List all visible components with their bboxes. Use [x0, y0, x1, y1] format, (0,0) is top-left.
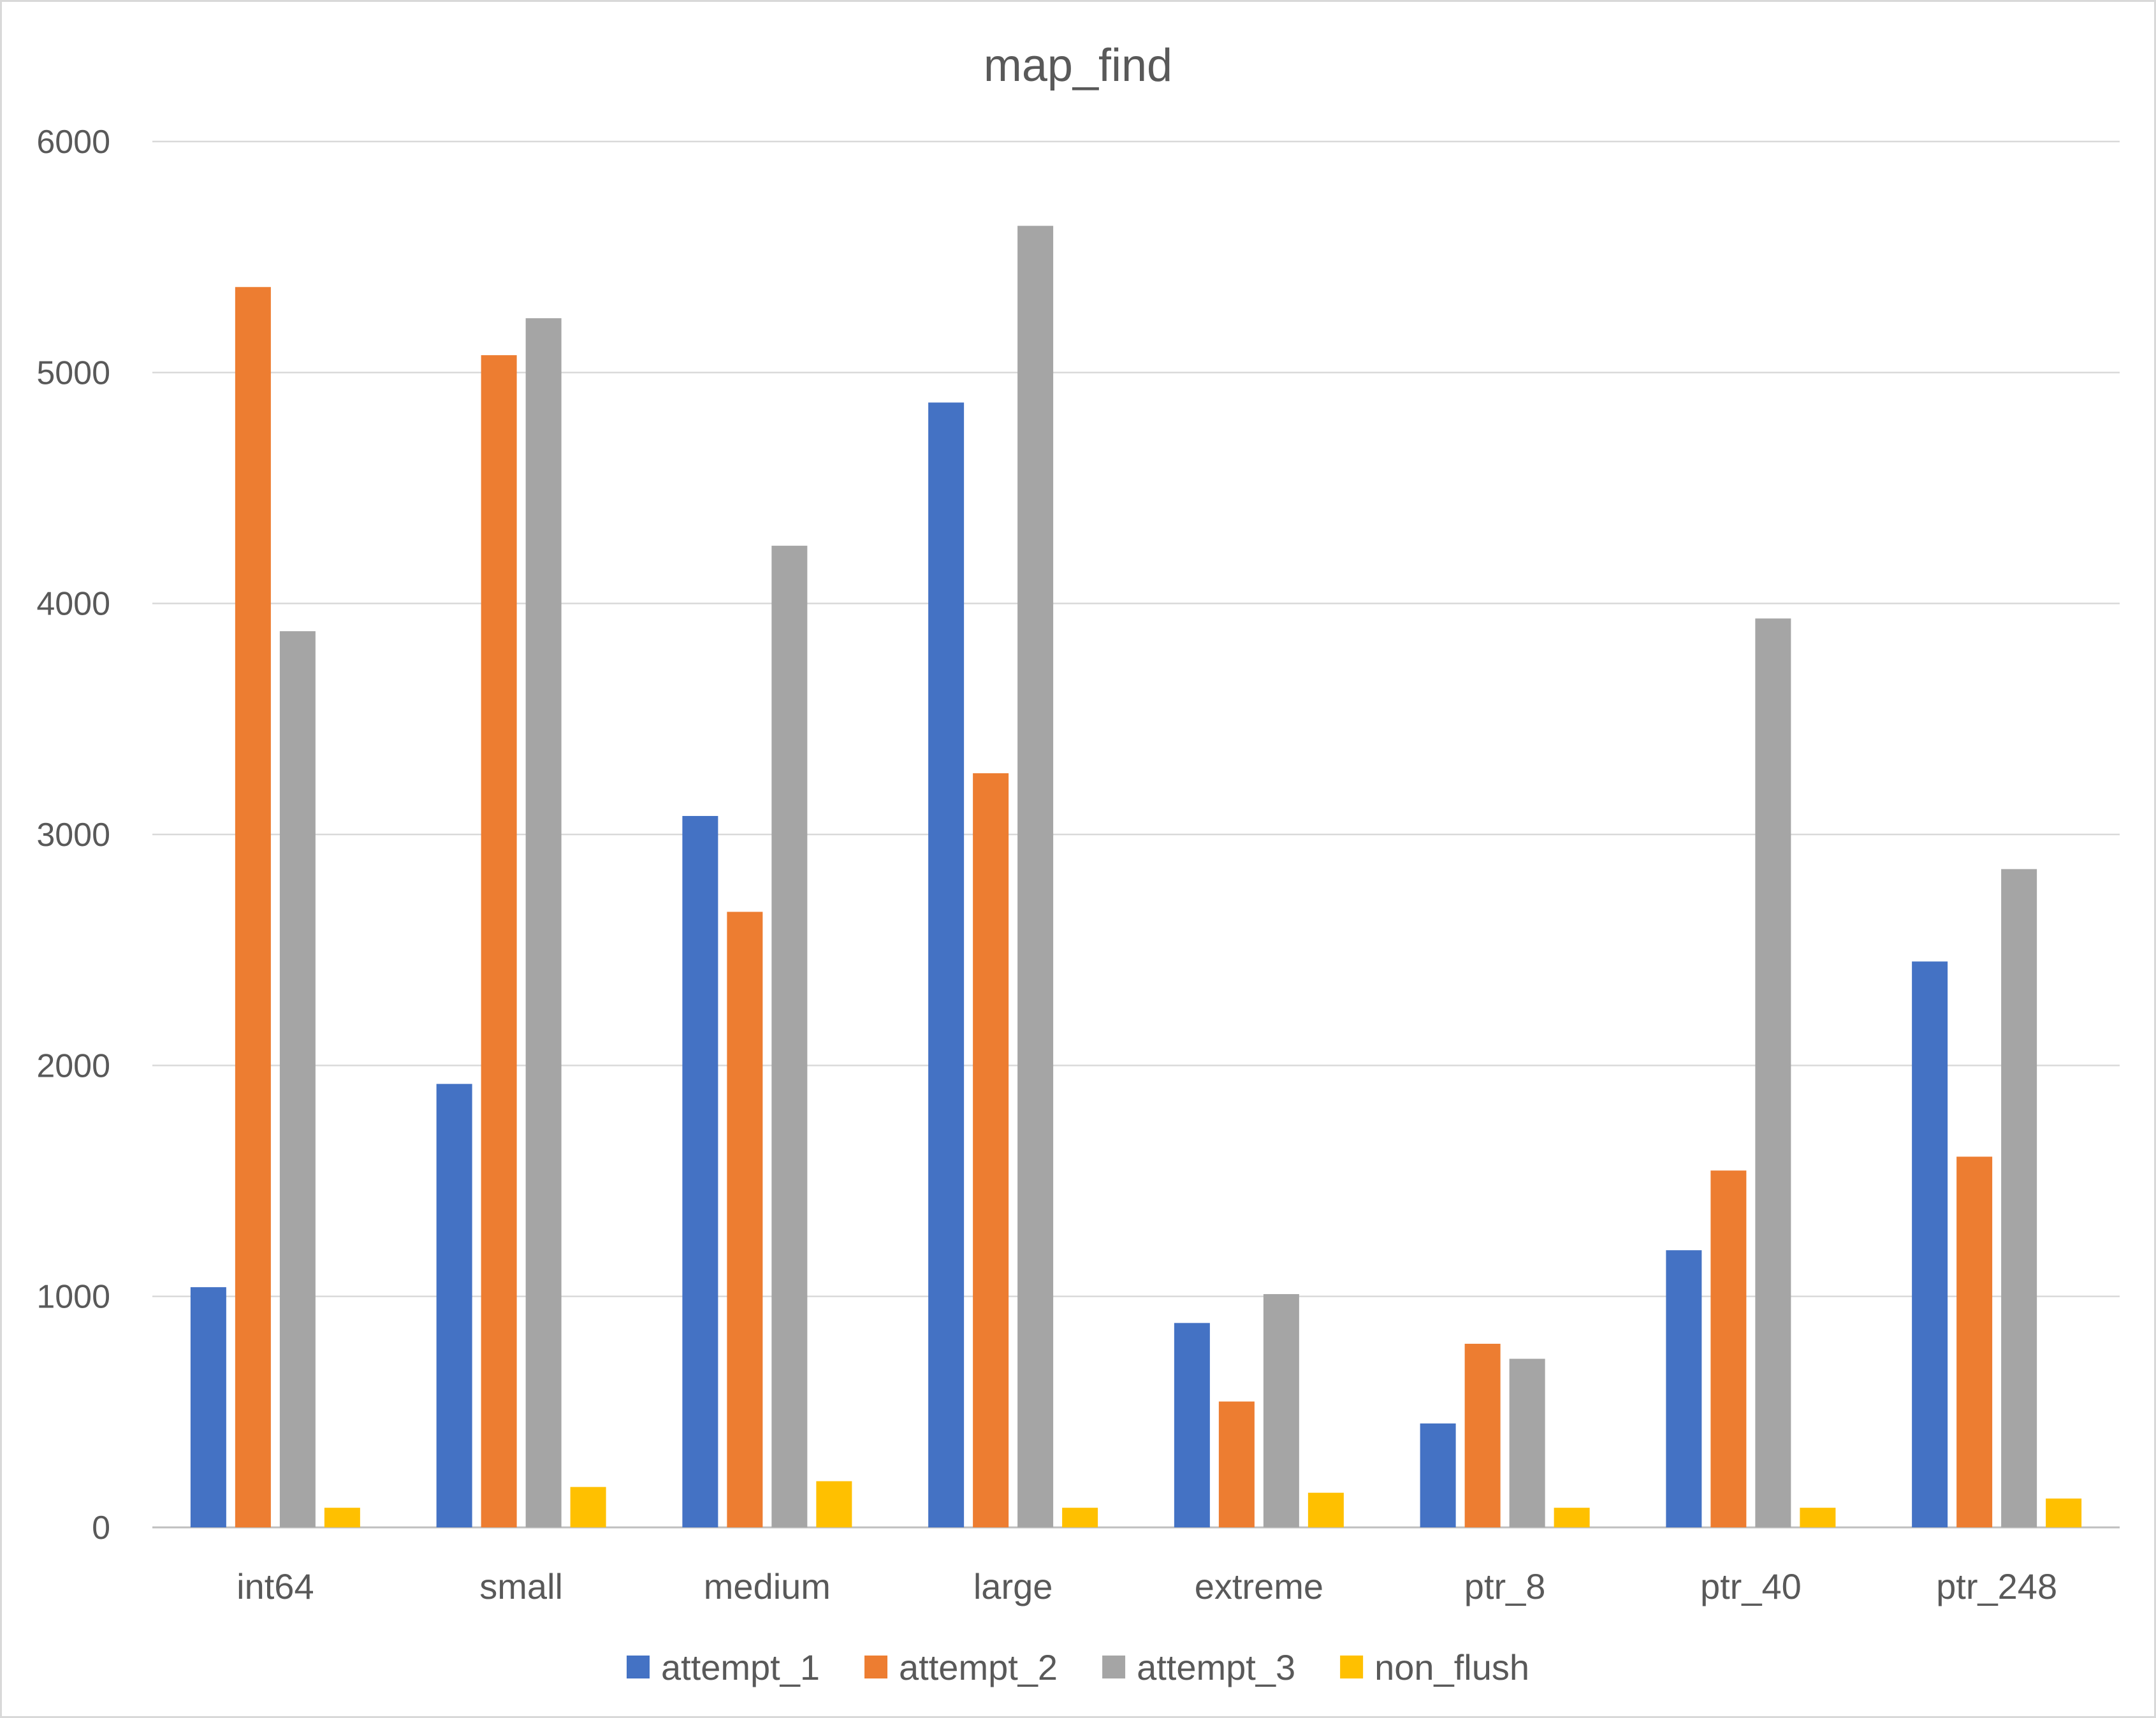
bar-attempt_2-medium — [727, 912, 763, 1527]
bar-attempt_3-medium — [771, 546, 808, 1528]
y-tick-label: 2000 — [36, 1047, 110, 1084]
y-tick-label: 3000 — [36, 817, 110, 854]
legend-item-attempt_1: attempt_1 — [626, 1647, 820, 1687]
legend-item-non_flush: non_flush — [1340, 1647, 1529, 1687]
y-tick-label: 5000 — [36, 354, 110, 391]
x-tick-label-int64: int64 — [237, 1566, 314, 1606]
bar-attempt_3-int64 — [279, 631, 316, 1527]
bar-attempt_2-large — [973, 773, 1009, 1527]
bar-attempt_1-extreme — [1174, 1323, 1210, 1527]
bar-attempt_2-int64 — [235, 287, 271, 1527]
legend-swatch — [1102, 1656, 1126, 1678]
legend-swatch — [864, 1656, 888, 1678]
bar-attempt_2-extreme — [1218, 1401, 1255, 1527]
bar-non_flush-ptr_8 — [1554, 1508, 1590, 1527]
bar-attempt_2-ptr_248 — [1956, 1156, 1993, 1527]
bar-attempt_1-small — [436, 1084, 472, 1527]
y-axis-tick-labels: 0 1000 2000 3000 4000 5000 6000 — [36, 124, 110, 1547]
legend-swatch — [626, 1656, 650, 1678]
x-tick-label-ptr_248: ptr_248 — [1936, 1566, 2057, 1606]
bar-attempt_3-ptr_40 — [1755, 618, 1791, 1528]
bar-attempt_3-small — [525, 318, 562, 1527]
bar-attempt_1-medium — [682, 816, 718, 1527]
bar-attempt_2-ptr_40 — [1710, 1170, 1747, 1527]
bar-attempt_2-ptr_8 — [1464, 1343, 1501, 1527]
y-tick-label: 4000 — [36, 586, 110, 623]
bar-attempt_3-ptr_8 — [1509, 1358, 1545, 1527]
x-tick-label-ptr_40: ptr_40 — [1700, 1566, 1802, 1606]
y-tick-label: 0 — [92, 1510, 110, 1547]
legend-swatch — [1340, 1656, 1364, 1678]
legend: attempt_1 attempt_2 attempt_3 non_flush — [626, 1647, 1529, 1687]
bar-attempt_3-ptr_248 — [2001, 869, 2037, 1527]
x-tick-label-extreme: extreme — [1195, 1566, 1323, 1606]
y-tick-label: 1000 — [36, 1279, 110, 1316]
y-tick-label: 6000 — [36, 124, 110, 161]
x-tick-label-medium: medium — [704, 1566, 831, 1606]
bar-attempt_1-large — [928, 402, 965, 1527]
x-tick-label-large: large — [973, 1566, 1053, 1606]
bar-non_flush-large — [1062, 1508, 1098, 1527]
bar-attempt_1-ptr_248 — [1912, 961, 1948, 1527]
x-tick-label-ptr_8: ptr_8 — [1464, 1566, 1546, 1606]
bar-attempt_1-int64 — [190, 1287, 226, 1527]
bars — [190, 226, 2082, 1528]
bar-non_flush-ptr_248 — [2046, 1498, 2082, 1527]
x-axis-tick-labels: int64 small medium large extreme ptr_8 ptr_40 p… — [237, 1566, 2057, 1606]
bar-attempt_2-small — [481, 355, 517, 1527]
bar-non_flush-extreme — [1307, 1492, 1344, 1527]
legend-label: attempt_1 — [661, 1647, 820, 1687]
x-tick-label-small: small — [479, 1566, 563, 1606]
bar-non_flush-ptr_40 — [1800, 1508, 1836, 1527]
bar-attempt_3-extreme — [1263, 1294, 1299, 1527]
bar-attempt_1-ptr_40 — [1666, 1250, 1702, 1527]
legend-label: attempt_2 — [899, 1647, 1058, 1687]
chart-title: map_find — [984, 40, 1172, 91]
legend-label: non_flush — [1374, 1647, 1529, 1687]
bar-non_flush-int64 — [324, 1508, 360, 1527]
bar-attempt_3-large — [1017, 226, 1054, 1527]
legend-label: attempt_3 — [1137, 1647, 1295, 1687]
bar-non_flush-small — [570, 1487, 606, 1527]
legend-item-attempt_2: attempt_2 — [864, 1647, 1058, 1687]
bar-non_flush-medium — [816, 1481, 852, 1527]
gridlines — [152, 140, 2120, 1529]
bar-attempt_1-ptr_8 — [1420, 1423, 1456, 1527]
legend-item-attempt_3: attempt_3 — [1102, 1647, 1295, 1687]
